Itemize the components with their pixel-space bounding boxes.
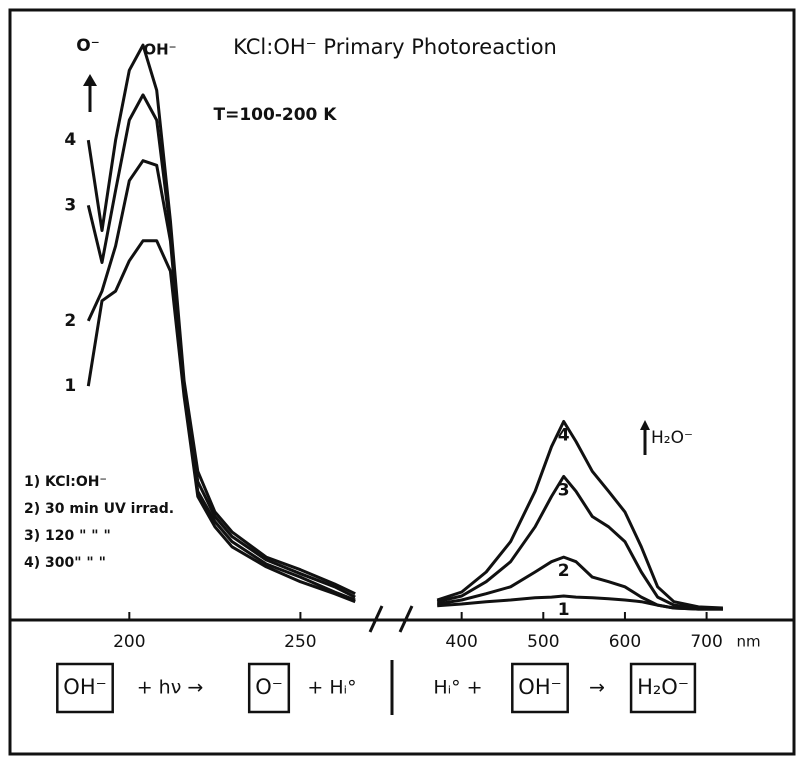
annotation: H₂O⁻ [651,428,693,448]
curve-label: 4 [64,130,76,150]
annotation: OH⁻ [143,41,176,59]
axis-break [368,605,384,633]
legend-entry: 1) KCl:OH⁻ [24,474,107,490]
reaction-term: Hᵢ° + [433,677,482,699]
legend-entry: 2) 30 min UV irrad. [24,501,174,517]
curve-label: 2 [558,561,570,581]
x-tick-label: 400 [445,632,477,652]
data-line [436,555,723,611]
curve-label: 1 [64,376,76,396]
reaction-box [247,662,291,714]
axis-break [398,605,414,633]
x-tick-label: 500 [527,632,559,652]
chart-title: KCl:OH⁻ Primary Photoreaction [233,35,557,59]
curve-label: 4 [558,426,570,446]
chart-subtitle: T=100-200 K [214,105,338,125]
data-line [436,420,723,610]
reaction-box [511,662,569,714]
reaction-term: H₂O⁻ [637,675,689,699]
reaction-term: → [589,677,605,699]
arrow-head [83,74,97,86]
x-tick-label: 600 [609,632,641,652]
curve-label: 2 [64,311,76,331]
arrow-head [640,420,650,430]
legend-entry: 3) 120 " " " [24,528,111,544]
data-line [86,43,356,596]
x-tick-label: 200 [113,632,145,652]
frame [8,8,796,756]
reaction-box [629,662,697,714]
reaction-term: OH⁻ [63,675,106,699]
data-line [86,239,356,604]
x-tick-label: 700 [690,632,722,652]
annotation: O⁻ [76,36,99,56]
reaction-term: O⁻ [255,675,283,699]
reaction-box [56,662,114,714]
x-tick-label: 250 [284,632,316,652]
legend-entry: 4) 300" " " [24,555,106,571]
data-line [436,474,723,611]
reaction-term: + hν → [137,677,204,699]
curve-label: 3 [64,195,76,215]
reaction-term: OH⁻ [518,675,561,699]
curve-label: 3 [558,480,570,500]
x-axis-label: nm [737,633,761,651]
curve-label: 1 [558,600,570,620]
reaction-term: + Hᵢ° [307,677,356,699]
